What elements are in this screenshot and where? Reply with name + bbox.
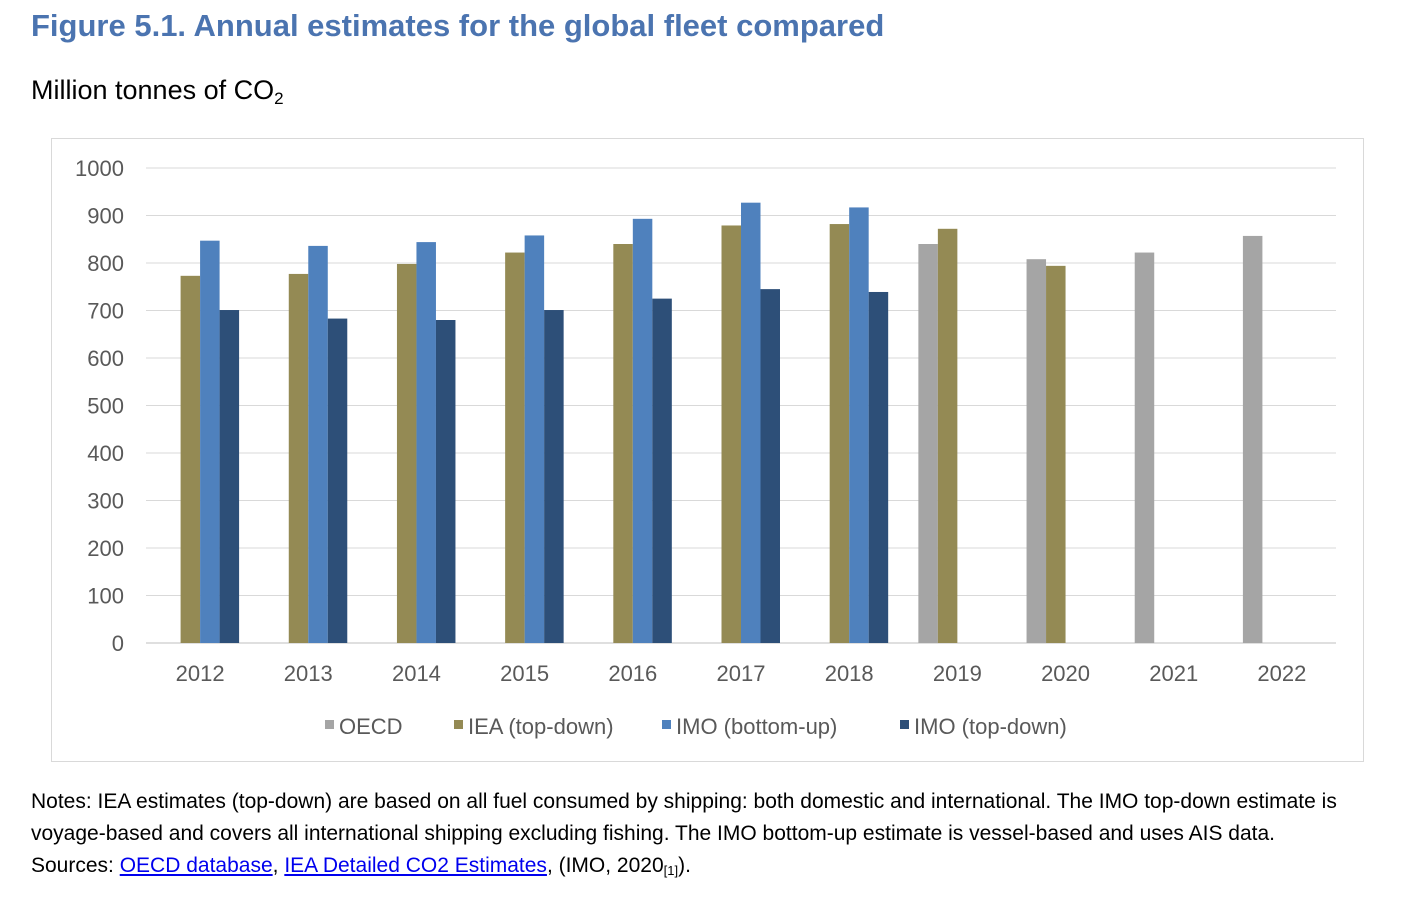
- bar-imo-bottom-up-2016: [632, 218, 653, 643]
- figure-title: Figure 5.1. Annual estimates for the glo…: [31, 8, 885, 43]
- bar-iea-top-down-2012: [180, 275, 201, 643]
- legend-swatch: [900, 720, 909, 729]
- y-tick-label: 500: [87, 394, 124, 419]
- bar-oecd-2021: [1134, 252, 1155, 644]
- x-tick-label: 2014: [392, 661, 441, 686]
- bar-imo-bottom-up-2014: [416, 242, 436, 643]
- sources-line: Sources: OECD database, IEA Detailed CO2…: [31, 850, 691, 887]
- bar-imo-top-down-2012: [219, 310, 240, 643]
- legend-swatch: [662, 720, 671, 729]
- bar-iea-top-down-2019: [937, 228, 958, 644]
- y-tick-label: 700: [87, 299, 124, 324]
- subtitle-text: Million tonnes of CO: [31, 75, 275, 105]
- x-tick-label: 2018: [825, 661, 874, 686]
- bar-imo-top-down-2015: [544, 310, 564, 643]
- y-tick-label: 1000: [75, 156, 124, 181]
- bar-iea-top-down-2018: [829, 224, 850, 644]
- bar-iea-top-down-2016: [613, 244, 633, 643]
- sources-tail: , (IMO, 2020: [546, 854, 664, 877]
- subtitle-subscript: 2: [274, 89, 284, 108]
- x-tick-label: 2021: [1149, 661, 1198, 686]
- chart-frame: 0 100 200 300 400 500 600 700 800 900 1000 2012 2013…: [51, 138, 1364, 762]
- x-tick-label: 2015: [500, 661, 549, 686]
- iea-co2-estimates-link[interactable]: IEA Detailed CO2 Estimates: [284, 854, 547, 877]
- y-tick-label: 200: [87, 536, 124, 561]
- bar-imo-bottom-up-2013: [308, 245, 328, 643]
- x-tick-label: 2019: [933, 661, 982, 686]
- bar-imo-top-down-2016: [652, 298, 672, 643]
- y-tick-label: 300: [87, 489, 124, 514]
- figure-subtitle: Million tonnes of CO2: [31, 75, 284, 109]
- notes-line-1: Notes: IEA estimates (top-down) are base…: [31, 790, 1337, 813]
- bar-oecd-2020: [1026, 259, 1047, 643]
- x-tick-label: 2017: [717, 661, 766, 686]
- sources-prefix: Sources:: [31, 854, 120, 877]
- reference-marker: [1]: [663, 863, 679, 878]
- sources-end: ).: [678, 854, 691, 877]
- x-tick-label: 2012: [176, 661, 225, 686]
- bar-imo-bottom-up-2018: [849, 207, 869, 644]
- bar-iea-top-down-2015: [505, 252, 525, 644]
- x-tick-label: 2016: [608, 661, 657, 686]
- bar-iea-top-down-2014: [396, 263, 417, 643]
- bar-iea-top-down-2017: [721, 225, 741, 643]
- oecd-database-link[interactable]: OECD database: [119, 854, 273, 877]
- y-tick-label: 0: [112, 631, 124, 656]
- x-tick-label: 2013: [284, 661, 333, 686]
- bar-imo-bottom-up-2012: [200, 240, 220, 644]
- y-tick-label: 800: [87, 251, 124, 276]
- legend-label: IMO (bottom-up): [676, 714, 837, 739]
- bar-imo-top-down-2014: [435, 320, 456, 643]
- bar-oecd-2022: [1242, 235, 1263, 644]
- bar-imo-top-down-2017: [760, 289, 780, 643]
- legend-swatch: [454, 720, 463, 729]
- bar-iea-top-down-2013: [288, 273, 309, 643]
- bar-chart: 0 100 200 300 400 500 600 700 800 900 1000 2012 2013…: [75, 156, 1336, 739]
- y-tick-label: 900: [87, 204, 124, 229]
- sources-separator: ,: [272, 854, 285, 877]
- y-tick-label: 100: [87, 584, 124, 609]
- bar-iea-top-down-2020: [1046, 265, 1066, 643]
- legend-label: IMO (top-down): [914, 714, 1067, 739]
- legend-label: IEA (top-down): [468, 714, 614, 739]
- bar-imo-bottom-up-2017: [741, 202, 761, 644]
- y-tick-label: 600: [87, 346, 124, 371]
- notes-line-2: voyage-based and covers all internationa…: [31, 822, 1275, 845]
- bar-oecd-2019: [918, 244, 938, 643]
- x-tick-label: 2020: [1041, 661, 1090, 686]
- y-tick-label: 400: [87, 441, 124, 466]
- x-tick-label: 2022: [1257, 661, 1306, 686]
- bar-imo-bottom-up-2015: [524, 235, 545, 643]
- legend-label: OECD: [339, 714, 403, 739]
- legend-swatch: [325, 720, 334, 729]
- bar-imo-top-down-2013: [327, 318, 348, 643]
- bar-imo-top-down-2018: [868, 291, 889, 643]
